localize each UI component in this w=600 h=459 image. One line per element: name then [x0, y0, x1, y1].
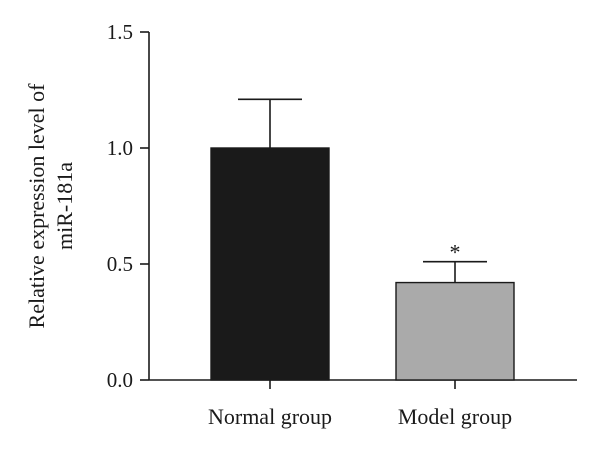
bars [210, 147, 515, 381]
error-bars [238, 98, 487, 283]
bar [210, 147, 330, 381]
bar [395, 281, 515, 381]
x-category-label: Normal group [208, 404, 332, 429]
significance-marker: * [450, 240, 461, 265]
x-category-label: Model group [398, 404, 512, 429]
y-axis-label-line-2: miR-181a [52, 162, 77, 250]
y-tick-label: 1.5 [107, 20, 133, 44]
y-axis-label-line-1: Relative expression level of [24, 83, 49, 329]
y-tick-label: 1.0 [107, 136, 133, 160]
y-tick-label: 0.5 [107, 252, 133, 276]
labels: Relative expression level of miR-181a No… [24, 83, 512, 429]
y-tick-label: 0.0 [107, 368, 133, 392]
